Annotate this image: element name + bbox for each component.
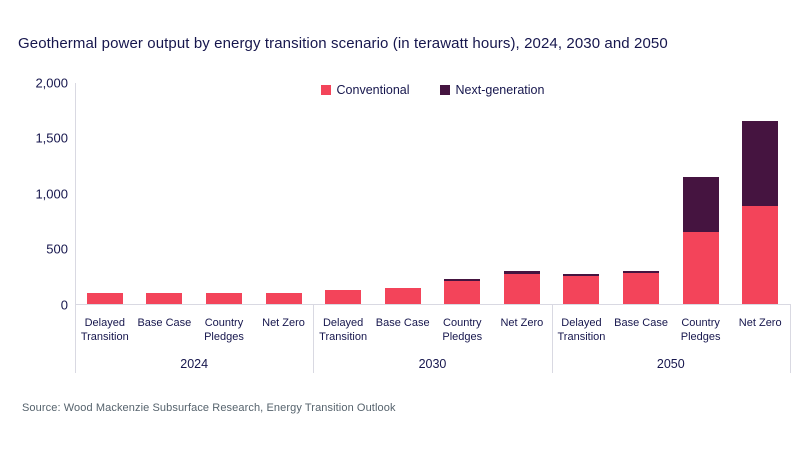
x-axis-category-label: Delayed Transition xyxy=(557,317,606,343)
legend-label-conventional: Conventional xyxy=(336,83,410,97)
group-separator xyxy=(75,305,76,373)
y-axis-tick-label: 0 xyxy=(60,297,68,312)
legend-item-conventional: Conventional xyxy=(320,83,410,97)
x-axis-category-label: Delayed Transition xyxy=(80,317,129,343)
x-axis-category-label: Country Pledges xyxy=(680,317,721,343)
bar-conventional-2024-base-case xyxy=(146,293,183,305)
bar-conventional-2024-country-pledges xyxy=(205,293,242,305)
bar-next-generation-2050-base-case xyxy=(623,270,660,273)
next-generation-legend-swatch-icon xyxy=(439,85,450,95)
x-axis-category-label: Base Case xyxy=(614,317,668,329)
bar-conventional-2024-net-zero xyxy=(265,293,302,305)
group-separator xyxy=(313,305,314,373)
bar-next-generation-2050-net-zero xyxy=(742,121,779,206)
bar-conventional-2030-country-pledges xyxy=(444,281,481,305)
x-axis-year-label: 2024 xyxy=(180,357,209,371)
source-note: Source: Wood Mackenzie Subsurface Resear… xyxy=(22,402,396,414)
y-axis-tick-label: 1,000 xyxy=(35,186,68,201)
bar-conventional-2050-country-pledges xyxy=(682,232,719,305)
y-axis-tick-label: 1,500 xyxy=(35,130,68,146)
bar-conventional-2050-net-zero xyxy=(742,205,779,305)
bar-conventional-2030-net-zero xyxy=(503,273,540,305)
y-axis-tick-label: 500 xyxy=(46,241,68,257)
bar-conventional-2030-base-case xyxy=(384,288,421,305)
x-axis-category-label: Country Pledges xyxy=(204,317,244,343)
group-separator xyxy=(552,305,553,373)
conventional-legend-swatch-icon xyxy=(320,85,331,95)
bar-conventional-2024-delayed-transition xyxy=(86,293,123,305)
x-axis-year-label: 2030 xyxy=(418,357,447,371)
x-axis-category-label: Net Zero xyxy=(738,317,782,329)
legend-label-next-generation: Next-generation xyxy=(455,83,545,97)
x-axis-category-label: Delayed Transition xyxy=(319,317,368,343)
x-axis-category-label: Net Zero xyxy=(500,317,544,329)
chart-legend: Conventional Next-generation xyxy=(75,83,790,97)
x-axis-category-label: Base Case xyxy=(137,317,192,329)
bar-conventional-2050-delayed-transition xyxy=(563,275,600,305)
bar-conventional-2050-base-case xyxy=(623,272,660,305)
x-axis-category-label: Base Case xyxy=(375,317,430,329)
x-axis-category-label: Net Zero xyxy=(262,317,305,329)
y-axis-line xyxy=(75,82,76,305)
bar-next-generation-2050-delayed-transition xyxy=(563,273,600,276)
bar-next-generation-2030-net-zero xyxy=(503,271,540,274)
x-axis-year-label: 2050 xyxy=(656,357,685,371)
chart-title: Geothermal power output by energy transi… xyxy=(18,35,668,52)
bar-next-generation-2050-country-pledges xyxy=(682,176,719,233)
x-axis-line xyxy=(75,304,791,305)
bar-conventional-2030-delayed-transition xyxy=(325,290,362,305)
legend-item-next-generation: Next-generation xyxy=(439,83,545,97)
bar-next-generation-2030-country-pledges xyxy=(444,278,481,282)
group-separator xyxy=(790,305,791,373)
x-axis-category-label: Country Pledges xyxy=(442,317,483,343)
y-axis-tick-label: 2,000 xyxy=(35,75,68,90)
